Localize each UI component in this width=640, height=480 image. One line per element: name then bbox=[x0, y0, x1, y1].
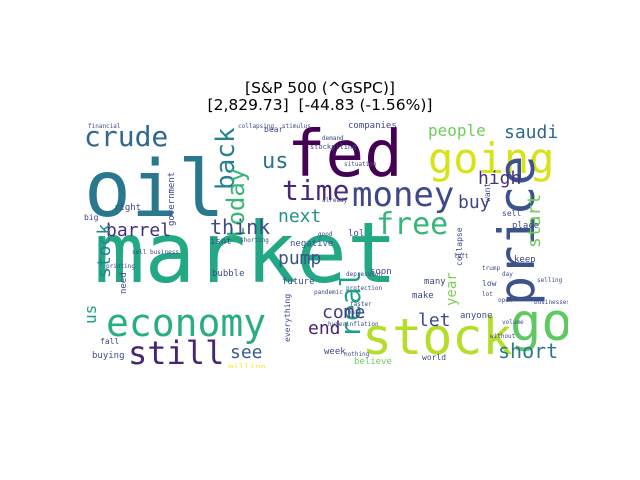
cloud-word-future: future bbox=[282, 277, 315, 287]
cloud-word-selling: selling bbox=[537, 277, 563, 284]
cloud-word-negative: negative bbox=[290, 239, 333, 249]
cloud-word-anyone: anyone bbox=[460, 311, 493, 321]
cloud-word-million: million bbox=[228, 363, 266, 368]
cloud-word-free: free bbox=[376, 207, 448, 242]
cloud-word-still: still bbox=[128, 334, 224, 368]
cloud-word-end: end bbox=[308, 318, 341, 339]
cloud-word-financial: financial bbox=[88, 123, 121, 130]
cloud-word-cont: cont bbox=[344, 309, 359, 316]
cloud-word-stock: stock bbox=[94, 224, 115, 278]
cloud-word-oil: oil bbox=[84, 145, 225, 235]
cloud-word-demand: demand bbox=[322, 135, 344, 142]
cloud-word-year: year bbox=[444, 272, 460, 306]
cloud-word-fed: fed bbox=[287, 118, 403, 192]
cloud-word-lot: lot bbox=[482, 291, 493, 298]
cloud-word-lol: lol bbox=[348, 229, 364, 239]
cloud-word-people: people bbox=[428, 121, 486, 140]
cloud-word-many: many bbox=[424, 277, 446, 287]
cloud-word-collapse: collapse bbox=[455, 227, 464, 266]
cloud-word-volume: volume bbox=[502, 319, 524, 326]
cloud-word-without: without bbox=[490, 333, 516, 340]
cloud-word-nothing: nothing bbox=[344, 351, 370, 358]
cloud-word-trump: trump bbox=[482, 265, 500, 272]
cloud-word-big: big bbox=[84, 213, 99, 222]
cloud-word-stockpiling: stockpiling bbox=[310, 143, 356, 151]
cloud-word-think: think bbox=[210, 215, 270, 239]
cloud-word-already: already bbox=[322, 197, 348, 204]
cloud-word-start: start bbox=[524, 194, 545, 248]
chart-title-line-1: [S&P 500 (^GSPC)] bbox=[245, 79, 395, 97]
cloud-word-let: let bbox=[418, 310, 451, 331]
cloud-word-keep: keep bbox=[514, 255, 536, 265]
cloud-word-isnt: isnt bbox=[210, 237, 232, 247]
cloud-word-right: right bbox=[114, 203, 141, 213]
cloud-word-money: money bbox=[352, 175, 454, 215]
cloud-word-going: going bbox=[428, 134, 554, 183]
cloud-word-pump: pump bbox=[278, 248, 321, 269]
cloud-word-real: real bbox=[334, 271, 367, 338]
cloud-word-time: time bbox=[282, 174, 349, 207]
cloud-word-shorting: shorting bbox=[240, 237, 269, 244]
cloud-word-buying: buying bbox=[92, 351, 125, 361]
cloud-word-protection: protection bbox=[346, 285, 383, 292]
cloud-word-short: short bbox=[498, 339, 558, 363]
cloud-word-day: day bbox=[502, 271, 513, 278]
cloud-word-sell-business: sell business bbox=[132, 249, 179, 256]
cloud-word-economy: economy bbox=[106, 301, 266, 345]
cloud-word-saudi: saudi bbox=[504, 122, 558, 143]
cloud-word-stimulus: stimulus bbox=[282, 123, 311, 130]
cloud-word-barrel: barrel bbox=[106, 220, 171, 241]
cloud-word-next: next bbox=[278, 206, 321, 227]
cloud-word-faster: faster bbox=[350, 301, 372, 308]
cloud-word-low: low bbox=[482, 279, 497, 288]
cloud-word-go: go bbox=[510, 293, 568, 353]
cloud-word-want: want bbox=[483, 183, 492, 202]
cloud-word-bubble: bubble bbox=[212, 269, 245, 279]
cloud-word-depression: depression bbox=[346, 271, 383, 278]
cloud-word-soon: soon bbox=[370, 267, 392, 277]
cloud-word-left: left bbox=[454, 253, 469, 260]
cloud-word-place: place bbox=[512, 221, 539, 231]
cloud-word-stock: stock bbox=[362, 308, 513, 366]
cloud-word-week: week bbox=[324, 347, 346, 357]
cloud-word-crude: crude bbox=[84, 120, 168, 153]
cloud-word-sell: sell bbox=[502, 209, 521, 218]
cloud-word-open: open bbox=[498, 297, 513, 304]
cloud-word-everything: everything bbox=[283, 294, 292, 342]
cloud-word-come: come bbox=[322, 302, 365, 323]
cloud-word-companies: companies bbox=[348, 121, 397, 131]
cloud-word-printing: printing bbox=[106, 263, 135, 270]
cloud-word-market: market bbox=[94, 204, 397, 302]
cloud-word-government: government bbox=[167, 172, 177, 226]
cloud-word-us: us bbox=[82, 305, 100, 324]
cloud-word-businesses: businesses bbox=[534, 299, 568, 306]
cloud-word-believe: believe bbox=[354, 357, 392, 367]
cloud-word-pandemic: pandemic bbox=[314, 289, 343, 296]
cloud-word-bear: bear bbox=[264, 125, 283, 134]
cloud-word-price: price bbox=[488, 155, 546, 306]
cloud-word-collapsing: collapsing bbox=[238, 123, 275, 130]
cloud-word-need: need bbox=[119, 272, 129, 294]
cloud-word-good: good bbox=[318, 231, 333, 238]
cloud-word-high: high bbox=[478, 168, 521, 189]
cloud-word-today: today bbox=[222, 168, 250, 240]
cloud-word-buy: buy bbox=[458, 192, 491, 213]
cloud-word-world: world bbox=[422, 353, 446, 362]
chart-title-line-2: [2,829.73] [-44.83 (-1.56%)] bbox=[207, 96, 433, 114]
word-cloud: market oil fed going price stock economy go mone… bbox=[82, 118, 568, 368]
cloud-word-back: back bbox=[211, 127, 241, 190]
cloud-word-make: make bbox=[412, 291, 434, 301]
cloud-word-hyperinflation: hyperinflation bbox=[328, 321, 379, 328]
cloud-word-us: us bbox=[262, 149, 289, 174]
cloud-word-situation: situation bbox=[344, 161, 377, 168]
cloud-word-see: see bbox=[230, 342, 263, 363]
cloud-word-fall: fall bbox=[100, 337, 119, 346]
